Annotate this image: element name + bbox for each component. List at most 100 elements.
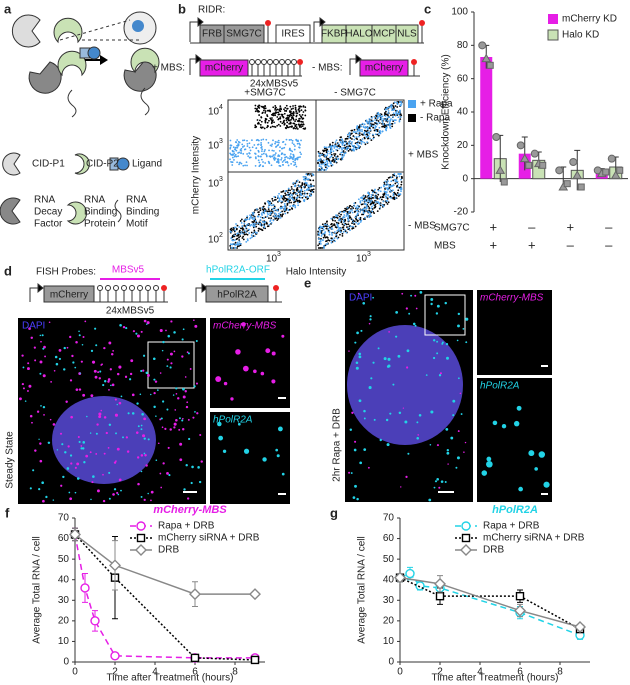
scatter-dot [246, 145, 249, 147]
scatter-dot [322, 236, 325, 239]
scatter-dot [270, 121, 273, 124]
fish-spot [122, 325, 126, 329]
scatter-dot [398, 110, 401, 113]
fish-spot [65, 400, 68, 403]
scatter-dot [298, 119, 301, 122]
scatter-dot [287, 157, 289, 159]
fish-spot [369, 318, 372, 321]
scatter-dot [243, 231, 246, 233]
scatter-dot [243, 222, 246, 225]
scatter-dot [296, 200, 299, 203]
scatter-dot [234, 146, 237, 149]
scatter-dot [256, 208, 258, 210]
scatter-dot [331, 234, 333, 236]
fish-spot [185, 463, 188, 467]
scatter-dot [367, 137, 370, 140]
scatter-dot [349, 225, 352, 228]
scatter-dot [341, 234, 344, 237]
fish-spot [166, 471, 169, 475]
scatter-dot [388, 116, 391, 119]
scatter-dot [361, 203, 364, 206]
scatter-dot [254, 209, 256, 212]
fish-spot [223, 381, 228, 386]
scatter-dot [317, 152, 320, 155]
tick-base: 10 [208, 141, 220, 152]
scatter-dot [279, 125, 282, 127]
fish-spot [80, 447, 83, 450]
y-tick-label: 50 [58, 554, 70, 565]
scatter-dot [304, 181, 307, 184]
fish-spot [34, 449, 37, 452]
scatter-dot [400, 114, 403, 117]
scatter-dot [351, 205, 353, 208]
scatter-dot [317, 247, 320, 249]
fish-spot [69, 335, 72, 339]
fish-spot [112, 350, 114, 352]
scatter-dot [317, 244, 320, 247]
scatter-dot [370, 207, 373, 210]
scatter-dot [268, 161, 271, 164]
marker [109, 559, 121, 572]
fish-spot [45, 495, 48, 499]
scatter-dot [259, 207, 261, 210]
scatter-dot [290, 201, 293, 204]
scatter-dot [289, 125, 292, 128]
y-tick-label: 0 [63, 657, 69, 668]
scatter-dot [300, 139, 302, 142]
scatter-dot [252, 213, 254, 216]
scatter-dot [386, 119, 389, 122]
fish-spot [103, 380, 107, 383]
fish-spot [91, 360, 96, 364]
fish-spot [24, 400, 27, 402]
scatter-dot [355, 127, 358, 130]
fish-spot [91, 481, 94, 484]
scatter-dot [341, 142, 344, 145]
scatter-dot [328, 231, 331, 234]
fish-spot [456, 456, 460, 460]
channel-label: DAPI [22, 321, 45, 332]
fish-spot [125, 436, 129, 439]
fish-spot [50, 380, 53, 383]
construct-part: FKBP [321, 29, 347, 40]
scatter-dot [278, 192, 280, 195]
legend-text: Halo KD [562, 30, 599, 41]
scatter-dot [257, 143, 260, 146]
legend-swatch [547, 29, 559, 41]
fish-spot [439, 372, 442, 375]
fish-spot [63, 346, 66, 350]
scatter-dot [370, 195, 373, 198]
scatter-dot [253, 235, 256, 238]
fish-spot [168, 474, 171, 477]
scatter-dot [283, 112, 286, 115]
scatter-dot [304, 106, 307, 109]
fish-spot [401, 292, 404, 295]
scatter-dot [261, 148, 264, 151]
scatter-dot [341, 158, 344, 161]
scatter-dot [325, 243, 328, 246]
y-tick-label: 60 [457, 73, 469, 84]
fish-spot [235, 349, 241, 355]
scatter-dot [254, 223, 256, 225]
scatter-dot [273, 121, 275, 124]
scatter-dot [293, 148, 296, 151]
fish-spot [95, 432, 98, 435]
fish-spot [438, 486, 441, 489]
scatter-dot [292, 143, 295, 146]
scatter-dot [258, 114, 261, 116]
scatter-dot [284, 194, 287, 197]
component-text: Decay [34, 207, 62, 218]
y-tick-label: 40 [383, 574, 395, 585]
fish-spot [154, 380, 158, 383]
fish-spot [349, 428, 353, 431]
scatter-dot [297, 156, 300, 159]
fish-spot [412, 322, 416, 326]
scatter-dot [242, 139, 244, 142]
scatter-dot [388, 106, 390, 109]
fish-spot [139, 393, 142, 396]
fish-spot [197, 466, 200, 469]
scatter-dot [300, 185, 302, 187]
scatter-dot [267, 206, 270, 209]
fish-spot [241, 322, 246, 327]
scatter-dot [391, 125, 394, 128]
scatter-dot [240, 230, 243, 233]
